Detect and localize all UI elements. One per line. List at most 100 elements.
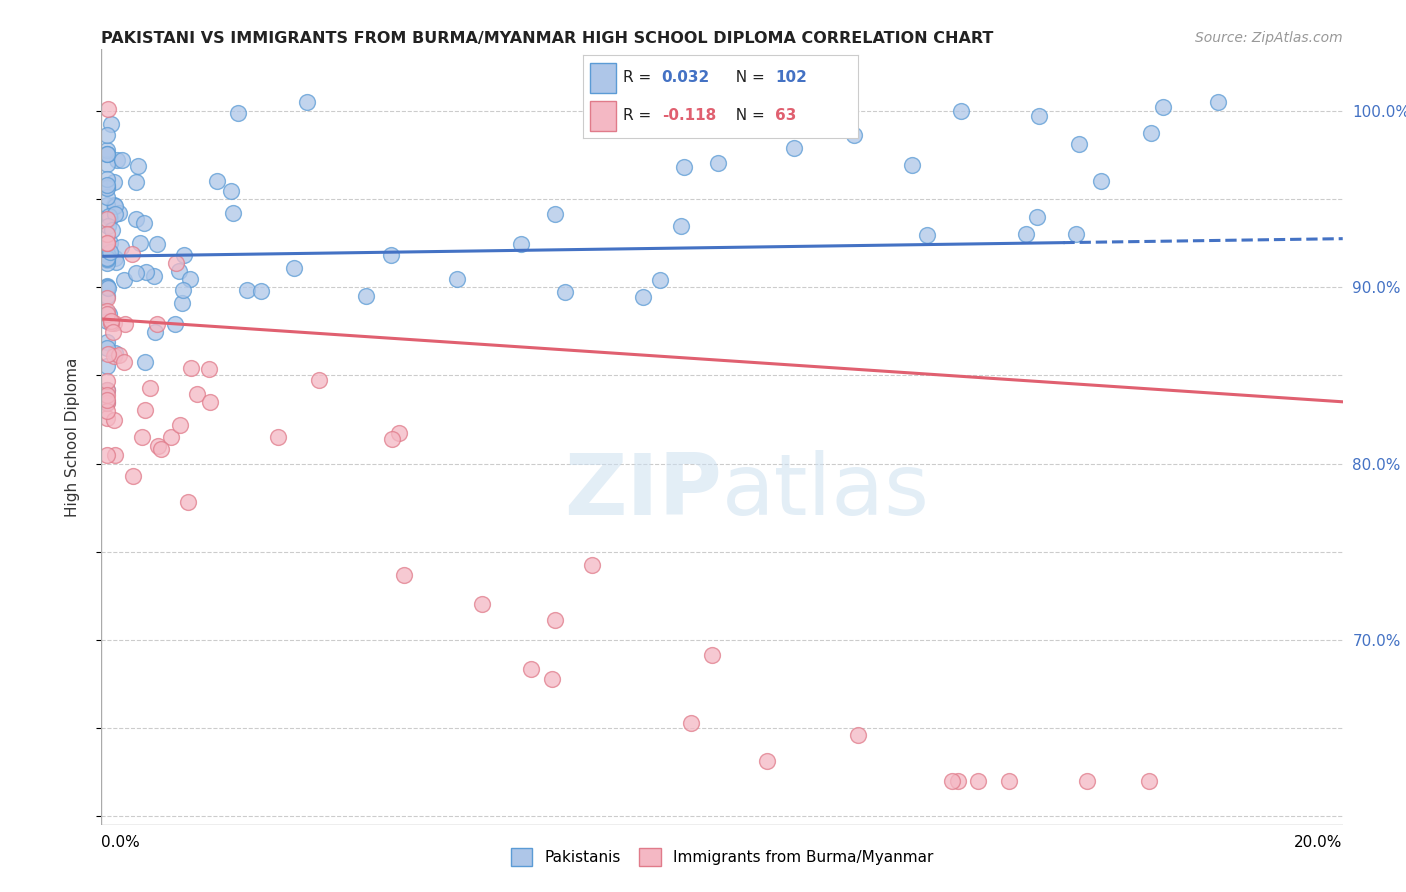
Legend: Pakistanis, Immigrants from Burma/Myanmar: Pakistanis, Immigrants from Burma/Myanma… <box>505 842 939 871</box>
Point <box>96 314 118 328</box>
Point <box>111 153 134 167</box>
Point <box>267 430 290 444</box>
Point <box>170 296 193 310</box>
Point <box>129 236 152 251</box>
Text: 63: 63 <box>776 108 797 123</box>
Point <box>96 236 118 251</box>
Point <box>96 198 118 212</box>
Point <box>96 387 118 401</box>
Point <box>125 266 148 280</box>
Point <box>96 303 118 318</box>
Point <box>135 265 157 279</box>
Point <box>96 157 118 171</box>
Point <box>669 219 692 233</box>
Point <box>172 283 194 297</box>
Point <box>388 426 411 441</box>
Point <box>167 264 190 278</box>
Point <box>179 272 201 286</box>
Point <box>96 307 118 321</box>
Point <box>844 128 866 142</box>
Text: N =: N = <box>725 70 769 86</box>
Point <box>96 280 118 294</box>
Point <box>96 334 118 349</box>
Point <box>125 175 148 189</box>
Point <box>103 175 125 189</box>
Point <box>1026 211 1049 225</box>
Point <box>121 247 143 261</box>
Point <box>96 128 118 142</box>
Point <box>96 392 118 407</box>
Point <box>544 207 567 221</box>
Point <box>250 284 273 298</box>
Point <box>1137 774 1160 789</box>
Point <box>103 316 125 330</box>
Point <box>103 198 125 212</box>
FancyBboxPatch shape <box>591 101 616 131</box>
Point <box>173 248 195 262</box>
Point <box>96 448 118 462</box>
Point <box>581 558 603 573</box>
Point <box>104 207 127 221</box>
Point <box>198 362 221 376</box>
Point <box>96 359 118 373</box>
Text: 0.0%: 0.0% <box>101 836 141 850</box>
Text: Source: ZipAtlas.com: Source: ZipAtlas.com <box>1195 31 1343 45</box>
Point <box>96 242 118 256</box>
Point <box>103 346 125 360</box>
Point <box>380 248 402 262</box>
Point <box>96 172 118 186</box>
Point <box>98 209 121 223</box>
Point <box>308 373 330 387</box>
Point <box>1066 227 1088 241</box>
Point <box>554 285 576 299</box>
Point <box>96 383 118 397</box>
Point <box>222 205 245 219</box>
Point <box>165 256 187 270</box>
Point <box>96 280 118 294</box>
Point <box>96 236 118 251</box>
Point <box>967 774 990 789</box>
Point <box>101 223 124 237</box>
Point <box>446 272 468 286</box>
Point <box>544 613 567 627</box>
Text: 0.032: 0.032 <box>662 70 710 86</box>
Point <box>846 728 869 742</box>
Point <box>96 227 118 241</box>
Point <box>96 341 118 355</box>
Point <box>143 269 166 284</box>
Point <box>96 291 118 305</box>
Point <box>103 349 125 363</box>
Point <box>1152 100 1174 114</box>
Text: ZIP: ZIP <box>564 450 723 533</box>
Point <box>105 153 128 168</box>
Point <box>354 289 377 303</box>
Point <box>97 219 120 233</box>
Point <box>755 755 778 769</box>
Point <box>114 317 136 331</box>
Point <box>96 375 118 389</box>
Point <box>108 206 131 220</box>
Point <box>105 255 128 269</box>
Point <box>112 273 135 287</box>
Point <box>108 348 131 362</box>
Y-axis label: High School Diploma: High School Diploma <box>66 358 80 516</box>
Point <box>96 235 118 250</box>
Point <box>96 255 118 269</box>
Point <box>96 211 118 226</box>
Point <box>104 448 127 462</box>
Point <box>131 430 153 444</box>
Point <box>112 355 135 369</box>
Point <box>783 141 806 155</box>
Point <box>97 102 120 116</box>
Point <box>139 381 162 395</box>
Text: N =: N = <box>725 108 769 123</box>
FancyBboxPatch shape <box>591 62 616 93</box>
Point <box>96 396 118 410</box>
Point <box>96 147 118 161</box>
Point <box>96 181 118 195</box>
Point <box>1015 227 1038 241</box>
Point <box>127 159 149 173</box>
Point <box>541 672 564 686</box>
Text: -0.118: -0.118 <box>662 108 716 123</box>
Text: R =: R = <box>623 108 657 123</box>
